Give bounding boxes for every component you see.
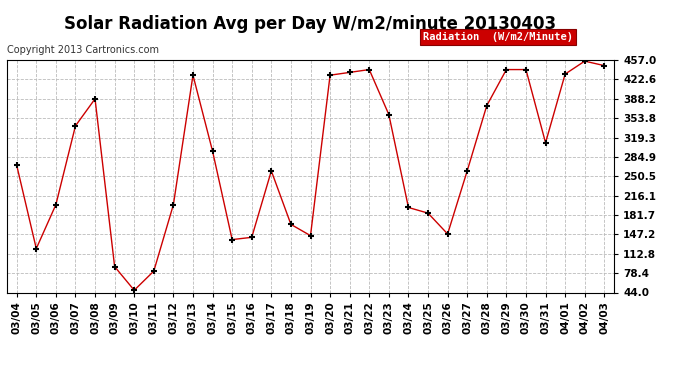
Text: Copyright 2013 Cartronics.com: Copyright 2013 Cartronics.com bbox=[7, 45, 159, 55]
Text: Solar Radiation Avg per Day W/m2/minute 20130403: Solar Radiation Avg per Day W/m2/minute … bbox=[64, 15, 557, 33]
Text: Radiation  (W/m2/Minute): Radiation (W/m2/Minute) bbox=[423, 32, 573, 42]
